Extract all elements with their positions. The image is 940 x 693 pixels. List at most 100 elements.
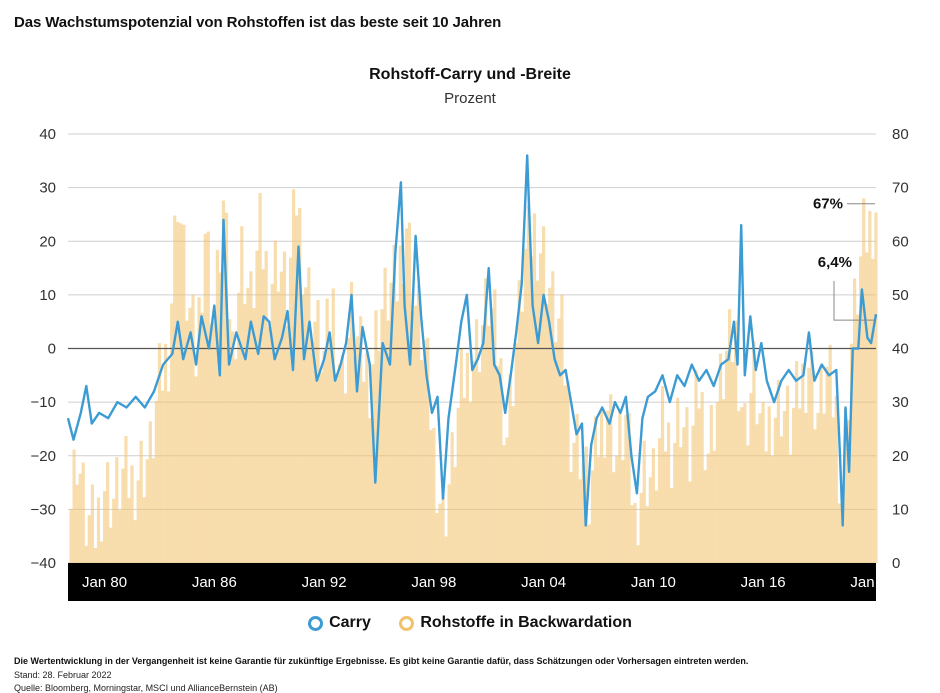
backwardation-bar [407, 222, 412, 563]
legend-item-backwardation: Rohstoffe in Backwardation [399, 614, 632, 632]
backwardation-bar [679, 447, 683, 563]
backwardation-bar [804, 412, 808, 563]
backwardation-bar [176, 221, 180, 563]
backwardation-bar [609, 394, 613, 563]
backwardation-bar [374, 310, 378, 563]
backwardation-bar [712, 450, 716, 563]
right-axis-ticks: 80 70 60 50 40 30 20 10 0 [892, 126, 909, 572]
backwardation-bar [432, 427, 436, 563]
backwardation-bar [157, 343, 162, 563]
backwardation-bar [273, 240, 277, 563]
backwardation-bar [441, 494, 445, 563]
headline: Das Wachstumspotenzial von Rohstoffen is… [14, 14, 502, 31]
backwardation-bar [737, 411, 741, 563]
backwardation-bar [160, 390, 165, 563]
backwardation-bar [359, 316, 363, 563]
backwardation-bar [688, 481, 692, 563]
backwardation-bar [279, 271, 284, 563]
backwardation-bar [267, 327, 271, 563]
backwardation-bar [352, 356, 357, 563]
backwardation-bar [776, 379, 780, 563]
backwardation-bar [682, 427, 686, 563]
x-axis-ticks: Jan 80 Jan 86 Jan 92 Jan 98 Jan 04 Jan 10 Jan … [82, 574, 895, 591]
y-right-tick-label: 10 [892, 501, 909, 518]
backwardation-bar [331, 288, 335, 563]
backwardation-bar [426, 337, 430, 563]
backwardation-bar [231, 331, 235, 563]
backwardation-bar [828, 344, 832, 563]
backwardation-bar [871, 258, 875, 563]
backwardation-bar [636, 545, 640, 563]
backwardation-bar [99, 541, 104, 563]
y-left-tick-label: 20 [39, 233, 56, 250]
backwardation-bar [520, 311, 524, 563]
backwardation-bar [792, 407, 796, 563]
backwardation-bar [209, 323, 213, 563]
backwardation-bar [569, 471, 573, 563]
backwardation-bar [383, 267, 387, 563]
backwardation-bar [285, 325, 290, 563]
backwardation-bar [599, 409, 604, 563]
backwardation-bar [462, 397, 466, 563]
backwardation-bar [648, 477, 652, 563]
backwardation-bar [368, 418, 372, 563]
backwardation-bar [151, 458, 155, 563]
backwardation-bar [721, 399, 726, 563]
annotations: 67% 6,4% [813, 196, 875, 321]
backwardation-bar [612, 472, 616, 563]
backwardation-bar [734, 320, 738, 563]
backwardation-bar [258, 192, 262, 564]
backwardation-bar [770, 455, 774, 563]
backwardation-bar [602, 457, 607, 563]
backwardation-bar [450, 432, 454, 563]
backwardation-bar [560, 294, 564, 563]
backwardation-bar [170, 303, 174, 563]
backwardation-bar [538, 253, 543, 563]
backwardation-bar [859, 256, 863, 563]
backwardation-bar [90, 484, 94, 563]
backwardation-bar [566, 381, 570, 563]
backwardation-bar [212, 321, 216, 563]
backwardation-bar [496, 365, 500, 563]
y-right-tick-label: 20 [892, 448, 909, 465]
backwardation-bar [246, 287, 250, 563]
x-tick-label: Jan 80 [82, 574, 127, 591]
backwardation-bar [343, 393, 348, 563]
backwardation-bar [596, 456, 601, 563]
backwardation-bar [578, 479, 582, 563]
backwardation-bar [185, 320, 189, 563]
backwardation-bar [633, 502, 637, 563]
backwardation-bar [349, 282, 354, 563]
backwardation-bars [69, 189, 878, 564]
y-left-tick-label: 0 [48, 341, 56, 358]
backwardation-bar [227, 319, 232, 563]
x-tick-label: Jan 16 [741, 574, 786, 591]
backwardation-bar [145, 459, 149, 563]
backwardation-bar [590, 470, 594, 563]
y-left-tick-label: −20 [31, 448, 56, 465]
backwardation-bar [182, 224, 186, 563]
backwardation-bar [505, 437, 509, 563]
backwardation-bar [200, 312, 204, 563]
backwardation-bar [551, 271, 555, 563]
backwardation-legend-icon [399, 615, 415, 631]
backwardation-bar [365, 352, 369, 563]
backwardation-bar [779, 436, 784, 563]
backwardation-bar [825, 366, 829, 563]
backwardation-bar [593, 416, 598, 563]
backwardation-bar [563, 385, 567, 563]
backwardation-bar [758, 413, 762, 563]
backwardation-bar [490, 307, 494, 563]
backwardation-bar [191, 294, 195, 563]
x-tick-label: Jan 04 [521, 574, 566, 591]
backwardation-bar [523, 248, 527, 563]
backwardation-bar [298, 208, 302, 563]
backwardation-bar [746, 445, 750, 563]
backwardation-bar [810, 351, 814, 563]
backwardation-bar [764, 451, 768, 563]
backwardation-bar [206, 231, 210, 563]
backwardation-bar [694, 369, 698, 563]
backwardation-bar [334, 373, 338, 563]
backwardation-bar [856, 314, 860, 563]
backwardation-bar [670, 487, 674, 563]
